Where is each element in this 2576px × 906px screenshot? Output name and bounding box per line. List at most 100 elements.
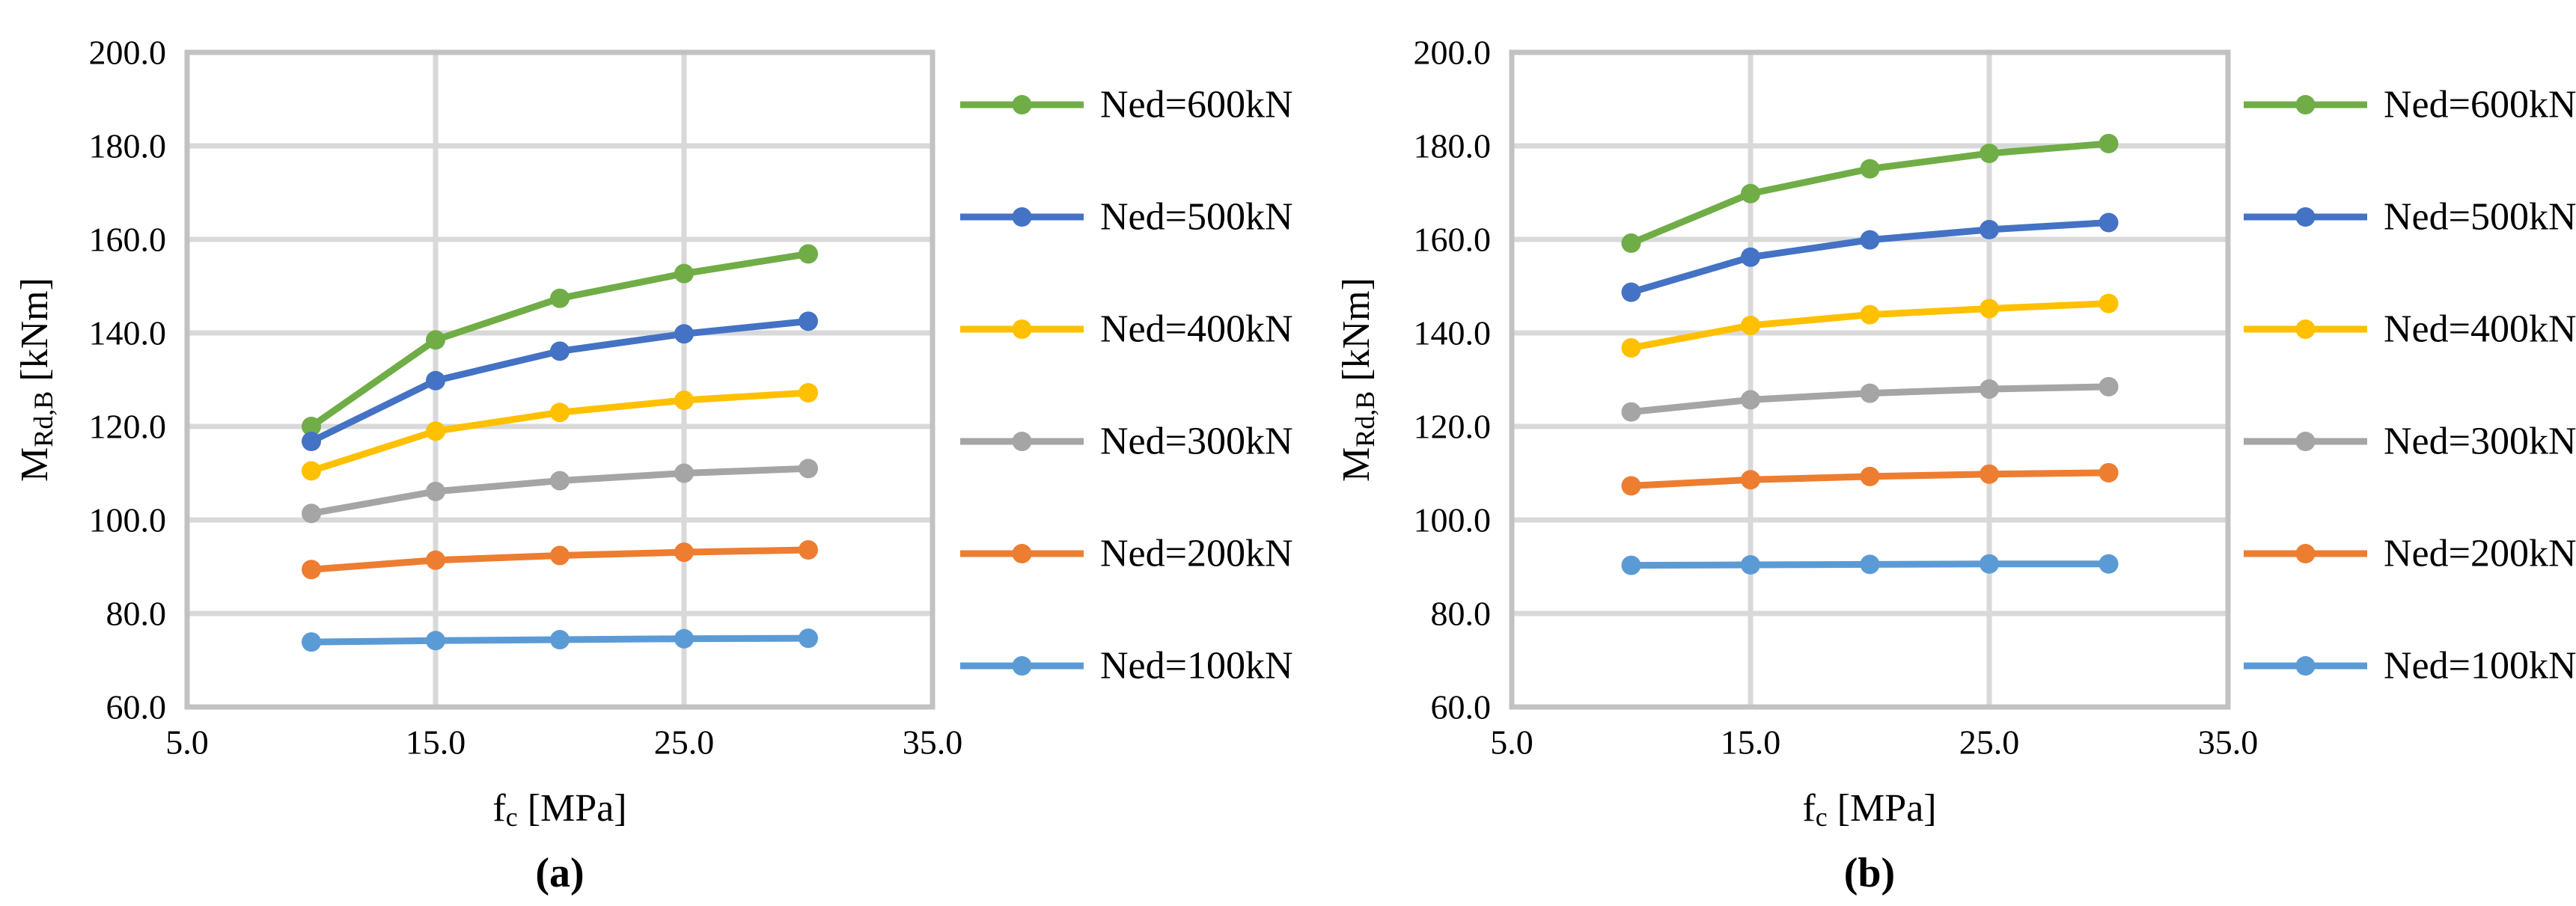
data-point-ned-400kn: [2099, 293, 2119, 313]
x-tick-label: 15.0: [1721, 723, 1781, 762]
data-point-ned-300kn: [674, 463, 694, 483]
data-point-ned-600kn: [1860, 159, 1880, 179]
data-point-ned-500kn: [1980, 219, 1999, 239]
legend-dot-marker: [2295, 207, 2316, 227]
data-point-ned-300kn: [1741, 390, 1760, 410]
data-point-ned-300kn: [1860, 383, 1880, 403]
x-axis-title: fc [MPa]: [1802, 787, 1936, 833]
data-point-ned-500kn: [302, 432, 321, 451]
y-tick-label: 160.0: [89, 221, 167, 259]
data-point-ned-600kn: [2099, 133, 2119, 153]
legend-item-ned-200kn: Ned=200kN: [2244, 533, 2576, 575]
data-point-ned-200kn: [2099, 462, 2119, 483]
data-point-ned-100kn: [674, 628, 694, 649]
legend-label: Ned=300kN: [2384, 420, 2576, 463]
plot-border: [1509, 49, 2231, 710]
data-point-ned-400kn: [1860, 304, 1880, 325]
legend-item-ned-200kn: Ned=200kN: [960, 533, 1293, 575]
caption-a: (a): [535, 850, 584, 896]
legend-dot-marker: [1012, 207, 1032, 227]
data-point-ned-600kn: [302, 417, 321, 436]
legend-dot-marker: [2295, 656, 2316, 676]
legend-item-ned-100kn: Ned=100kN: [960, 645, 1293, 688]
data-point-ned-300kn: [799, 459, 818, 479]
y-tick-label: 100.0: [89, 501, 167, 539]
legend-item-ned-400kn: Ned=400kN: [960, 308, 1293, 351]
x-tick-label: 35.0: [2198, 723, 2259, 762]
y-tick-label: 120.0: [1414, 408, 1492, 446]
legend-dot-marker: [1012, 544, 1032, 563]
legend-dot-marker: [2295, 319, 2316, 339]
series-line-ned-500kn: [308, 317, 812, 445]
legend-label: Ned=400kN: [1100, 308, 1293, 351]
legend-item-ned-600kn: Ned=600kN: [960, 84, 1293, 126]
legend-label: Ned=300kN: [1100, 420, 1293, 463]
data-point-ned-400kn: [1621, 338, 1641, 358]
data-point-ned-400kn: [1741, 316, 1760, 335]
data-point-ned-600kn: [674, 263, 694, 284]
legend-label: Ned=100kN: [2384, 645, 2576, 688]
data-point-ned-100kn: [1860, 554, 1880, 575]
data-point-ned-500kn: [1621, 282, 1641, 302]
y-axis-title: MRd,B [kNm]: [1335, 278, 1381, 482]
y-tick-label: 200.0: [1414, 34, 1492, 72]
data-point-ned-600kn: [426, 330, 445, 350]
data-point-ned-200kn: [1741, 470, 1760, 490]
y-tick-label: 60.0: [106, 688, 167, 726]
data-point-ned-500kn: [799, 311, 818, 331]
data-point-ned-600kn: [1621, 233, 1641, 253]
plot-border: [184, 49, 936, 710]
data-point-ned-500kn: [1741, 247, 1760, 267]
data-point-ned-100kn: [302, 632, 321, 652]
legend-label: Ned=200kN: [1100, 533, 1293, 575]
data-point-ned-100kn: [1621, 555, 1641, 575]
data-point-ned-400kn: [550, 403, 570, 423]
y-tick-label: 120.0: [89, 408, 167, 446]
data-point-ned-300kn: [1980, 379, 1999, 399]
data-point-ned-300kn: [1621, 402, 1641, 422]
data-point-ned-500kn: [674, 324, 694, 344]
legend-dot-marker: [2295, 95, 2316, 114]
data-point-ned-600kn: [1741, 183, 1760, 203]
legend-item-ned-300kn: Ned=300kN: [960, 420, 1293, 463]
y-tick-label: 140.0: [1414, 314, 1492, 352]
legend-label: Ned=600kN: [2384, 84, 2576, 126]
data-point-ned-100kn: [1741, 555, 1760, 575]
legend-item-ned-500kn: Ned=500kN: [960, 196, 1293, 239]
data-point-ned-300kn: [550, 471, 570, 491]
x-tick-label: 25.0: [1959, 723, 2020, 762]
data-point-ned-400kn: [674, 391, 694, 410]
data-point-ned-200kn: [1860, 466, 1880, 486]
caption-b: (b): [1844, 850, 1895, 896]
data-point-ned-300kn: [426, 481, 445, 501]
data-point-ned-200kn: [1621, 476, 1641, 496]
legend-item-ned-500kn: Ned=500kN: [2244, 196, 2576, 239]
data-point-ned-400kn: [1980, 299, 1999, 319]
legend-label: Ned=500kN: [1100, 196, 1293, 239]
y-tick-label: 200.0: [89, 34, 167, 72]
legend-dot-marker: [1012, 95, 1032, 114]
y-axis-title: MRd,B [kNm]: [13, 278, 59, 482]
x-tick-label: 5.0: [1490, 723, 1533, 762]
data-point-ned-100kn: [2099, 554, 2119, 574]
y-tick-label: 140.0: [89, 314, 167, 352]
y-tick-label: 80.0: [1431, 595, 1492, 633]
legend-label: Ned=100kN: [1100, 645, 1293, 688]
x-tick-label: 25.0: [654, 723, 715, 762]
data-point-ned-400kn: [302, 461, 321, 481]
legend-dot-marker: [2295, 544, 2316, 563]
y-tick-label: 180.0: [1414, 127, 1492, 165]
data-point-ned-200kn: [1980, 464, 1999, 484]
data-point-ned-600kn: [550, 288, 570, 308]
legend-dot-marker: [1012, 319, 1032, 339]
x-tick-label: 5.0: [165, 723, 209, 762]
data-point-ned-200kn: [426, 550, 445, 570]
legend-label: Ned=200kN: [2384, 533, 2576, 575]
data-point-ned-100kn: [1980, 554, 1999, 574]
data-point-ned-100kn: [550, 630, 570, 649]
data-point-ned-200kn: [550, 545, 570, 566]
legend-label: Ned=400kN: [2384, 308, 2576, 351]
chart-panel-a: 200.0 180.0 160.0 140.0 120.0 100.0 80.0 60.05.…: [13, 34, 1293, 833]
